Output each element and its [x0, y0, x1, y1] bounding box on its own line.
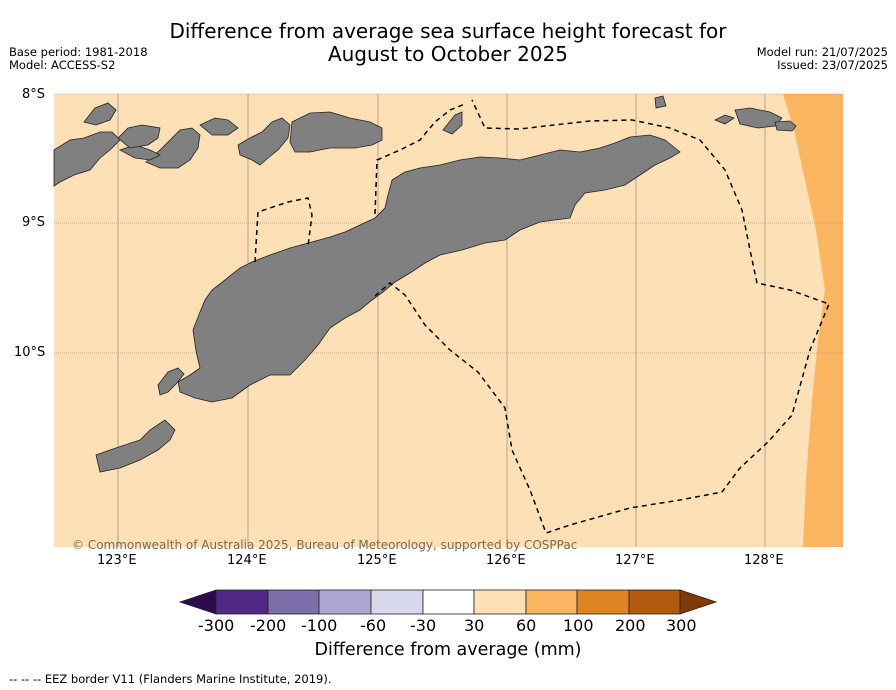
colorbar-tick-2: -200 [250, 616, 287, 635]
pantar-island [199, 117, 239, 136]
colorbar-bin-5 [422, 589, 475, 615]
eez-border [254, 99, 830, 534]
colorbar-bin-9 [628, 589, 681, 615]
lat-label-8s: 8°S [22, 87, 46, 102]
colorbar-tick-1: -300 [198, 616, 235, 635]
moa-island [774, 120, 797, 132]
colorbar-tick-4: -60 [360, 616, 387, 635]
timor-island [177, 134, 681, 403]
eez-border-oecusse [254, 197, 313, 263]
colorbar-tick-5: -30 [410, 616, 437, 635]
colorbar-tick-8: 100 [563, 616, 594, 635]
colorbar-tick-7: 60 [516, 616, 537, 635]
eez-border-north [374, 103, 466, 215]
small-island-east [714, 114, 735, 125]
lat-label-10s: 10°S [14, 345, 46, 360]
map-title: Difference from average sea surface heig… [0, 20, 896, 66]
eez-border-east [374, 99, 830, 534]
lon-label-127e: 127°E [615, 553, 655, 568]
colorbar-bin-1 [215, 589, 269, 615]
model-info: Base period: 1981-2018 Model: ACCESS-S2 [9, 46, 148, 72]
map-title-line1: Difference from average sea surface heig… [169, 19, 727, 43]
lon-label-123e: 123°E [97, 553, 137, 568]
ocean-60-100-area [783, 94, 843, 547]
run-info: Model run: 21/07/2025 Issued: 23/07/2025 [757, 46, 888, 72]
sawu-island [95, 419, 176, 473]
base-period-text: Base period: 1981-2018 [9, 45, 148, 59]
lat-label-9s: 9°S [22, 215, 46, 230]
wetar-island [289, 111, 383, 153]
lon-label-125e: 125°E [357, 553, 397, 568]
colorbar-bin-7 [525, 589, 578, 615]
adonara-island [117, 124, 161, 149]
issued-text: Issued: 23/07/2025 [777, 58, 888, 72]
flores-east [53, 131, 121, 187]
lon-label-128e: 128°E [744, 553, 784, 568]
colorbar-arrow-high [679, 589, 718, 615]
colorbar-tick-9: 200 [615, 616, 646, 635]
lon-label-124e: 124°E [227, 553, 267, 568]
map-title-line2: August to October 2025 [327, 42, 569, 66]
colorbar-bin-3 [318, 589, 372, 615]
eez-footnote: -- -- -- EEZ border V11 (Flanders Marine… [9, 672, 332, 686]
colorbar-label: Difference from average (mm) [314, 640, 582, 660]
kisar-island [442, 111, 463, 135]
small-island-north [654, 95, 667, 109]
colorbar-arrow-low [178, 589, 217, 615]
colorbar-bin-4 [370, 589, 424, 615]
colorbar-tick-6: 30 [464, 616, 485, 635]
land [53, 95, 797, 473]
flores-cape [83, 102, 117, 126]
model-text: Model: ACCESS-S2 [9, 58, 116, 72]
lon-label-126e: 126°E [486, 553, 526, 568]
colorbar [178, 589, 718, 615]
colorbar-bin-8 [576, 589, 630, 615]
model-run-text: Model run: 21/07/2025 [756, 45, 888, 59]
colorbar-bin-6 [473, 589, 527, 615]
copyright-notice: © Commonwealth of Australia 2025, Bureau… [72, 538, 578, 552]
alor-island [237, 117, 291, 166]
colorbar-tick-3: -100 [301, 616, 338, 635]
lembata-island [145, 127, 201, 169]
colorbar-bin-2 [267, 589, 320, 615]
colorbar-tick-10: 300 [666, 616, 697, 635]
roti-island [157, 367, 185, 396]
map-panel [53, 93, 843, 547]
